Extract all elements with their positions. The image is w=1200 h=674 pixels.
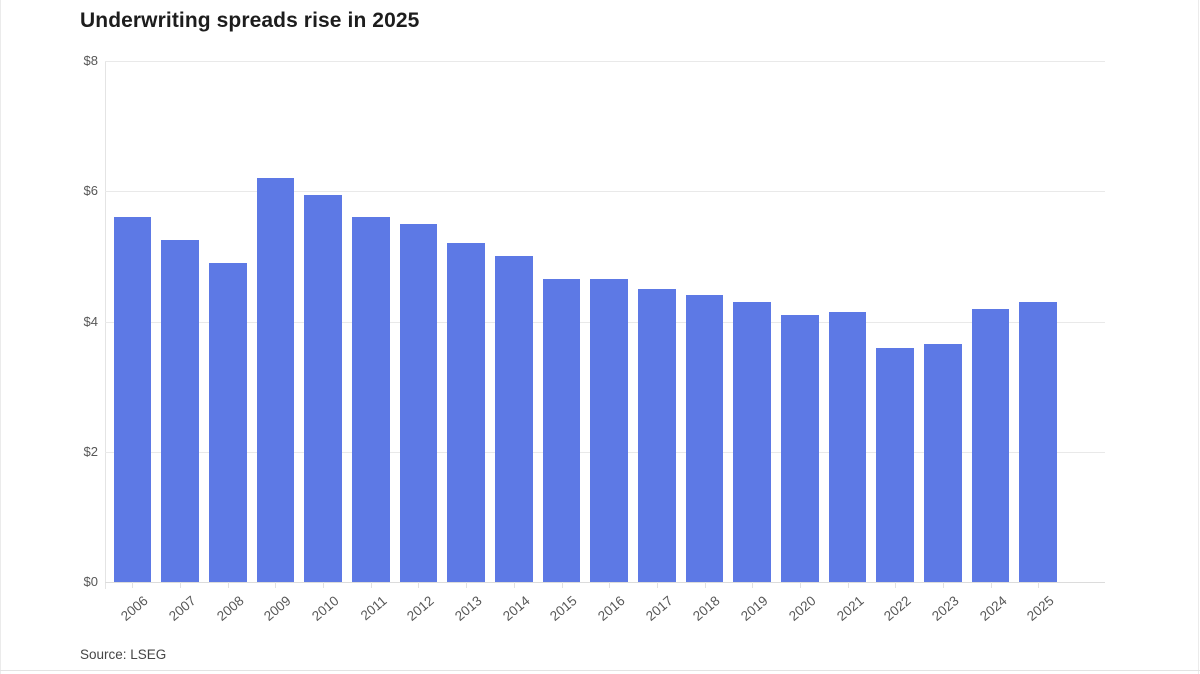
x-tick-2025: [1038, 582, 1040, 588]
x-tick-2011: [370, 582, 372, 588]
x-tick-2017: [656, 582, 658, 588]
bar-2013: [447, 243, 485, 582]
x-tick-2019: [752, 582, 754, 588]
x-tick-2012: [418, 582, 420, 588]
x-tick-2010: [323, 582, 325, 588]
bar-2015: [542, 279, 581, 582]
bar-2017: [638, 288, 676, 582]
x-tick-label-2017: 2017: [642, 593, 676, 624]
x-tick-label-2010: 2010: [309, 593, 342, 624]
x-tick-2007: [180, 582, 181, 588]
window-border-right: [1198, 0, 1199, 674]
chart-title: Underwriting spreads rise in 2025: [80, 9, 420, 32]
x-tick-label-2011: 2011: [357, 593, 390, 624]
x-tick-label-2009: 2009: [261, 593, 295, 624]
x-tick-label-2007: 2007: [165, 593, 199, 624]
bar-2024: [971, 308, 1010, 582]
x-tick-label-2021: 2021: [833, 593, 867, 624]
x-tick-2014: [513, 582, 515, 588]
x-tick-label-2015: 2015: [547, 593, 581, 624]
x-tick-label-2006: 2006: [118, 593, 151, 624]
bar-2025: [1019, 302, 1058, 582]
x-tick-label-2020: 2020: [785, 593, 819, 624]
bar-2020: [781, 315, 819, 582]
gridline-8: [105, 61, 1105, 62]
x-tick-2015: [561, 582, 563, 588]
bar-2008: [208, 262, 247, 582]
x-tick-2023: [942, 582, 944, 588]
x-tick-2006: [132, 582, 134, 588]
bar-2016: [590, 279, 628, 582]
source-note: Source: LSEG: [80, 647, 167, 662]
x-tick-2022: [895, 582, 897, 588]
x-tick-label-2025: 2025: [1024, 593, 1057, 624]
x-tick-2016: [609, 582, 611, 588]
bar-2012: [399, 223, 438, 582]
x-tick-label-2013: 2013: [452, 593, 485, 624]
y-tick-label-2: $2: [83, 443, 98, 459]
plot-area: [105, 61, 1105, 583]
bar-2011: [351, 217, 390, 582]
bar-2009: [256, 178, 295, 582]
x-tick-label-2023: 2023: [928, 593, 962, 624]
bar-2014: [494, 256, 533, 582]
x-tick-2013: [466, 582, 468, 588]
y-tick-label-4: $4: [83, 313, 98, 329]
x-tick-2009: [275, 582, 277, 588]
bar-2007: [161, 240, 199, 582]
x-tick-label-2019: 2019: [738, 593, 771, 624]
window-border-left: [0, 0, 1, 674]
bar-2021: [828, 311, 867, 582]
x-tick-2021: [847, 582, 849, 588]
x-tick-label-2018: 2018: [690, 593, 724, 624]
bar-2022: [876, 347, 915, 582]
bar-2018: [685, 295, 724, 582]
y-tick-label-8: $8: [83, 53, 98, 68]
x-tick-2018: [704, 582, 706, 588]
bar-2010: [304, 194, 342, 582]
bar-2006: [113, 217, 152, 582]
window-border-bottom: [0, 670, 1200, 671]
x-tick-label-2022: 2022: [881, 593, 914, 624]
bar-2023: [924, 344, 962, 582]
y-tick-label-6: $6: [83, 183, 98, 199]
x-tick-label-2012: 2012: [404, 593, 438, 624]
x-tick-label-2014: 2014: [499, 593, 533, 624]
y-axis-line: [105, 61, 106, 589]
x-tick-2020: [799, 582, 801, 588]
bar-2019: [733, 302, 771, 582]
x-tick-label-2016: 2016: [595, 593, 628, 624]
x-tick-2024: [990, 582, 992, 588]
gridline-0: [105, 582, 1105, 583]
x-tick-label-2024: 2024: [976, 593, 1010, 624]
x-tick-label-2008: 2008: [213, 593, 247, 624]
x-tick-2008: [227, 582, 229, 588]
gridline-6: [105, 191, 1105, 193]
y-tick-label-0: $0: [83, 574, 98, 589]
